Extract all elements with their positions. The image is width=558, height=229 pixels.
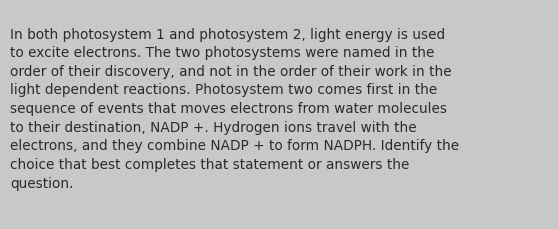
Text: In both photosystem 1 and photosystem 2, light energy is used
to excite electron: In both photosystem 1 and photosystem 2,… <box>10 27 459 190</box>
